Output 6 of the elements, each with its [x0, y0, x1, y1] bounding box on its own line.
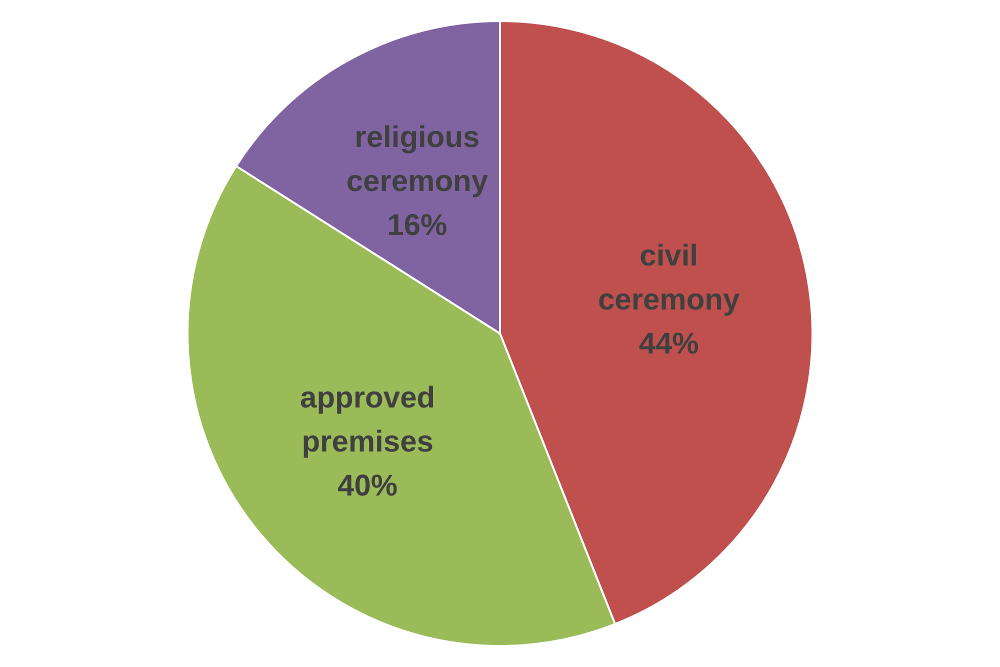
slice-label: religious ceremony [346, 121, 488, 198]
slice-label: approved premises [300, 381, 436, 458]
data-label: 40% [338, 469, 398, 502]
data-label: 44% [638, 328, 699, 361]
data-label: 16% [387, 209, 448, 242]
slice-label: civil ceremony [598, 240, 740, 317]
